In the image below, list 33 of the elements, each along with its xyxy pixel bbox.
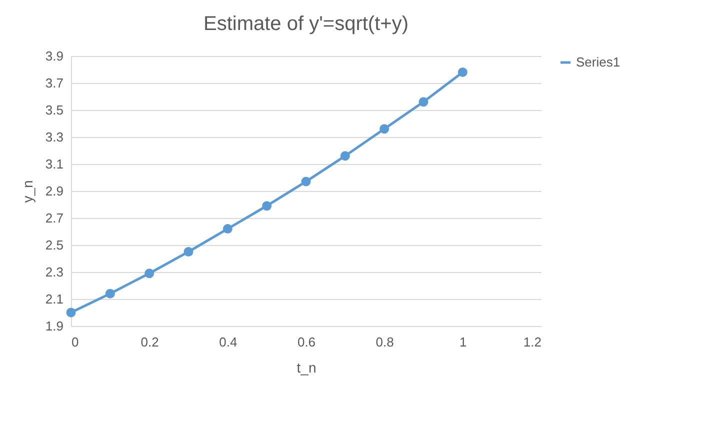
point <box>301 176 311 186</box>
point <box>184 247 194 256</box>
point <box>262 201 272 211</box>
y-tick-label: 3.5 <box>45 102 64 118</box>
y-tick-label: 3.9 <box>45 48 64 64</box>
legend-label: Series1 <box>576 54 620 70</box>
y-tick-label: 1.9 <box>45 318 64 334</box>
y-tick-label: 3.1 <box>45 156 64 172</box>
point <box>144 268 154 278</box>
point <box>458 67 468 77</box>
point <box>418 97 428 107</box>
x-tick-label: 0.2 <box>140 334 159 350</box>
point <box>380 124 390 134</box>
y-tick-label: 2.9 <box>45 184 64 198</box>
y-tick-label: 2.5 <box>45 238 64 252</box>
point <box>66 308 76 318</box>
y-tick-label: 2.1 <box>45 292 64 306</box>
y-axis-title: y_n <box>19 180 36 203</box>
x-tick-label: 1 <box>460 334 467 350</box>
chart-title: Estimate of y'=sqrt(t+y) <box>204 13 408 35</box>
point <box>340 151 350 161</box>
x-tick-label: 1.2 <box>523 334 542 350</box>
x-axis-title: t_n <box>296 360 316 376</box>
x-tick-label: 0.8 <box>376 334 394 350</box>
x-tick-label: 0.4 <box>219 334 238 350</box>
y-tick-label: 2.7 <box>45 210 64 226</box>
y-tick-label: 3.3 <box>45 130 64 144</box>
x-tick-label: 0.6 <box>297 334 316 350</box>
point <box>105 288 115 298</box>
x-tick-label: 0 <box>72 334 79 350</box>
y-tick-label: 3.7 <box>45 76 64 90</box>
y-tick-label: 2.3 <box>45 264 64 280</box>
point <box>222 224 232 234</box>
